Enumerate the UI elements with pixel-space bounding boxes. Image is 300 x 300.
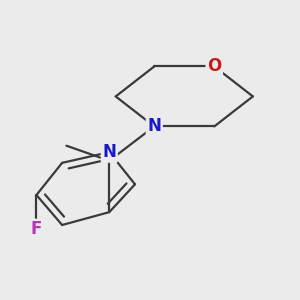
Text: N: N [147,117,161,135]
Text: F: F [31,220,42,238]
Text: N: N [102,143,116,161]
Text: O: O [207,57,221,75]
